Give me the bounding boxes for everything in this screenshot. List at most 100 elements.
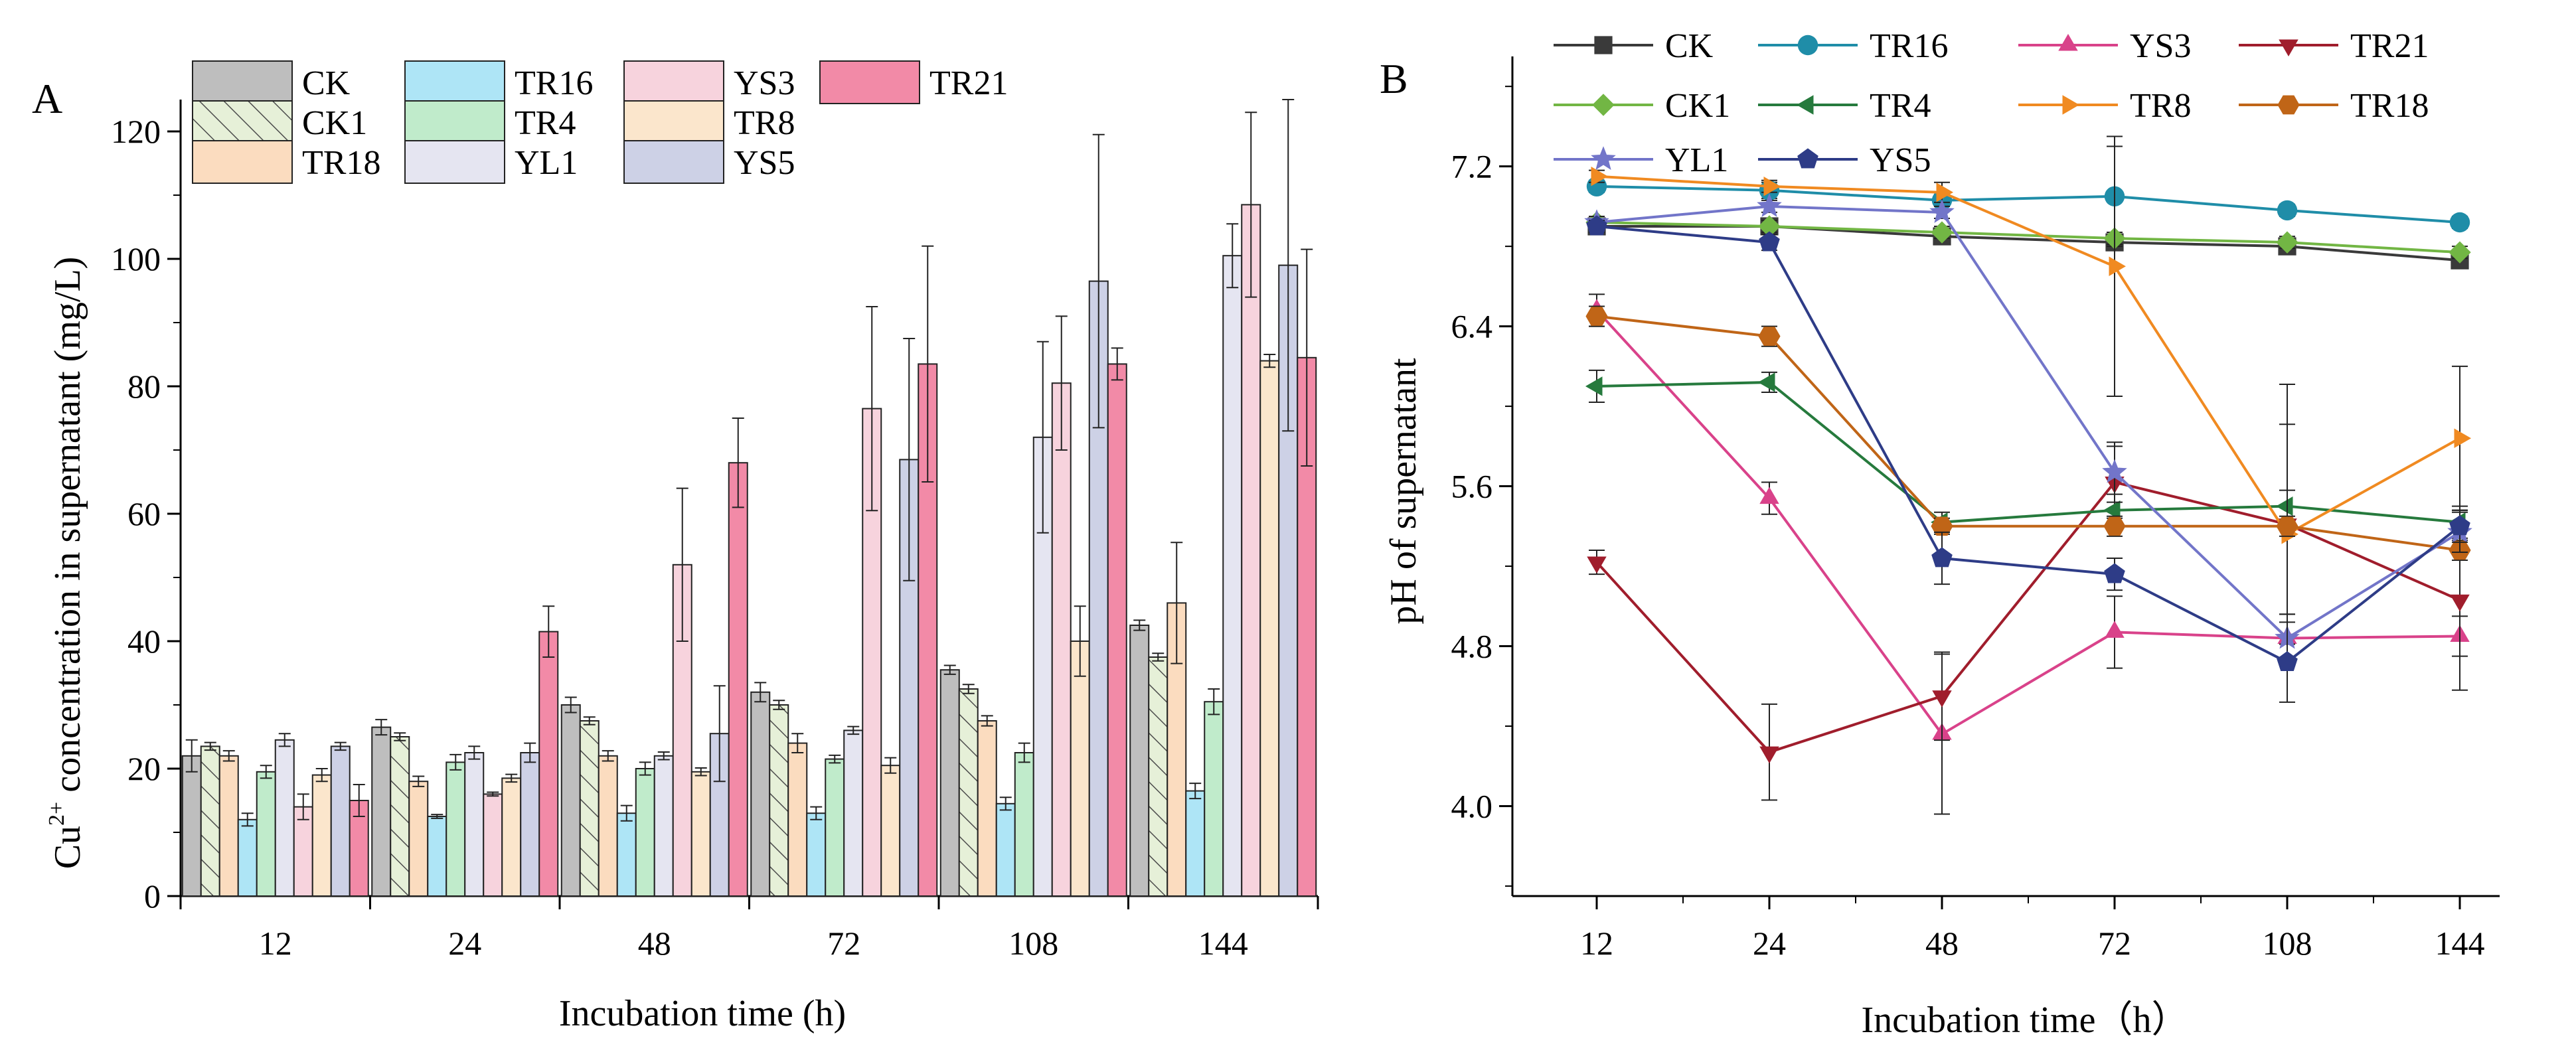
x-tick-label: 12 (259, 925, 292, 962)
point-tr8-144 (2454, 428, 2472, 448)
y-tick-label: 20 (127, 750, 161, 787)
x-tick-label: 144 (1198, 925, 1248, 962)
legend-swatch-ck (192, 60, 293, 104)
bar-ck-144 (1129, 625, 1150, 897)
legend-marker-ck (1594, 36, 1613, 54)
y-tick-label: 80 (127, 368, 161, 405)
legend-marker-ck1 (1592, 94, 1615, 116)
x-tick-label: 12 (1580, 925, 1613, 962)
line-yl1 (1596, 204, 2461, 640)
point-tr16-144 (2449, 212, 2470, 233)
point-tr8-72 (2109, 256, 2126, 276)
bar-yl1-24 (464, 752, 485, 897)
point-tr16-108 (2277, 200, 2298, 221)
point-yl1-72 (2102, 459, 2127, 483)
line-ck1 (1596, 220, 2460, 254)
legend-label-tr21: TR21 (929, 64, 1008, 102)
bar-tr16-48 (616, 812, 637, 897)
panel-a-x-axis-label: Incubation time (h) (559, 993, 846, 1034)
y-tick-label: 0 (144, 877, 161, 915)
legend-label-tr4: TR4 (1870, 87, 1931, 125)
line-tr21 (1595, 481, 2460, 754)
bar-tr8-108 (1070, 641, 1090, 897)
bar-tr8-24 (501, 777, 522, 897)
line-tr18 (1596, 315, 2460, 552)
panel-b-legend: CK TR16 YS3 TR21 CK1 TR4 TR8 TR18 YL1 YS5 (1554, 27, 2429, 179)
legend-label-tr8: TR8 (2130, 87, 2191, 125)
y-tick-label: 6.4 (1451, 308, 1493, 345)
y-tick-label: 5.6 (1451, 468, 1493, 505)
y-tick-label: 4.0 (1451, 787, 1493, 824)
point-ys5-12 (1586, 215, 1607, 236)
bar-ys3-108 (1051, 382, 1072, 897)
legend-label-yl1: YL1 (1665, 141, 1728, 179)
legend-marker-tr8 (2062, 95, 2080, 115)
bar-ck-48 (560, 704, 581, 897)
legend-swatch-tr18 (192, 140, 293, 184)
bar-tr18-108 (977, 720, 997, 897)
point-tr8-24 (1763, 177, 1781, 196)
legend-label-ck: CK (302, 64, 351, 102)
point-ys5-144 (2449, 515, 2470, 536)
y-tick-label: 60 (127, 495, 161, 532)
legend-label-ck1: CK1 (1665, 87, 1730, 125)
legend-label-tr21: TR21 (2350, 27, 2429, 65)
y-tick-label: 4.8 (1451, 628, 1493, 665)
point-ys5-24 (1759, 231, 1780, 252)
x-tick-label: 48 (1925, 925, 1959, 962)
bar-tr18-72 (787, 742, 808, 897)
point-tr21-12 (1587, 556, 1607, 574)
bar-tr21-24 (538, 631, 559, 897)
point-ys3-72 (2105, 621, 2125, 638)
line-ys5 (1596, 225, 2461, 664)
legend-marker-tr21 (2279, 39, 2298, 56)
legend-swatch-tr8 (623, 100, 724, 144)
bar-tr8-48 (690, 771, 711, 897)
bar-tr16-72 (806, 812, 827, 897)
legend-swatch-tr4 (404, 100, 505, 144)
bar-ck1-72 (769, 704, 789, 897)
legend-label-tr4: TR4 (515, 104, 576, 142)
bar-tr8-12 (311, 774, 332, 897)
legend-marker-tr16 (1797, 35, 1818, 56)
legend-marker-tr4 (1796, 95, 1814, 115)
bar-tr18-24 (408, 781, 429, 897)
point-ck1-144 (2449, 241, 2471, 264)
line-tr8 (1596, 175, 2460, 536)
bar-tr4-24 (445, 761, 466, 897)
point-yl1-24 (1757, 193, 1782, 217)
legend-label-ys3: YS3 (2130, 27, 2191, 65)
bar-tr4-72 (825, 758, 845, 897)
bar-ck-108 (939, 669, 960, 897)
legend-swatch-ys3 (623, 60, 724, 104)
line-tr4 (1596, 380, 2460, 524)
bar-tr4-48 (635, 768, 655, 897)
bar-tr21-144 (1297, 356, 1317, 897)
legend-marker-ys5 (1797, 148, 1818, 169)
legend-label-ys5: YS5 (1870, 141, 1931, 179)
point-tr8-48 (1936, 183, 1954, 202)
legend-swatch-ys5 (623, 140, 724, 184)
bar-tr4-12 (256, 771, 276, 897)
legend-swatch-ck1 (192, 100, 293, 144)
point-tr8-12 (1591, 166, 1609, 187)
point-tr18-48 (1931, 516, 1953, 536)
panel-a-y-label-superscript: 2+ (44, 802, 69, 826)
y-tick-label: 120 (111, 113, 161, 150)
y-tick-label: 7.2 (1451, 148, 1493, 185)
bar-ck-72 (750, 691, 771, 897)
panel-b: B 4.0 4.8 5.6 6.4 7.2 12 24 48 72 108 144 CK TR16 YS… (1380, 27, 2500, 1041)
panel-a-label: A (32, 75, 62, 122)
legend-label-ck: CK (1665, 27, 1714, 65)
x-tick-label: 108 (2263, 925, 2312, 962)
y-tick-label: 40 (127, 623, 161, 660)
bar-ck1-12 (200, 745, 220, 897)
legend-label-tr16: TR16 (1870, 27, 1948, 65)
point-tr21-24 (1759, 746, 1779, 764)
x-tick-label: 24 (1753, 925, 1786, 962)
x-tick-label: 24 (448, 925, 481, 962)
x-tick-label: 48 (638, 925, 671, 962)
bar-tr16-108 (995, 802, 1016, 897)
bar-yl1-12 (274, 739, 295, 897)
point-yl1-48 (1929, 199, 1955, 223)
